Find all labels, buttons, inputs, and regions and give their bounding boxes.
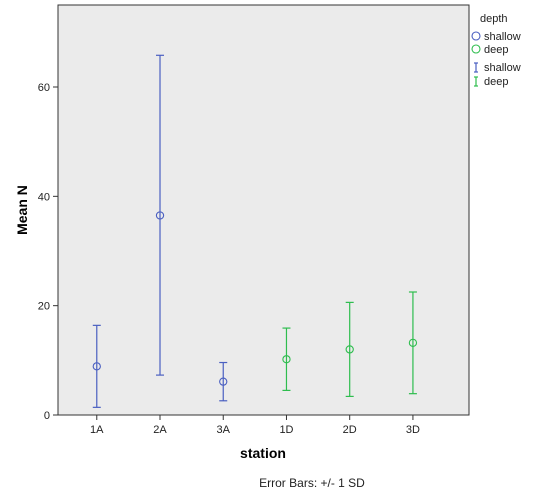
x-tick-label: 2D [343, 424, 357, 436]
x-tick-label: 1D [279, 424, 293, 436]
legend-marker-shallow [471, 31, 481, 41]
data-point-deep-3D [408, 291, 418, 395]
y-tick-label: 0 [44, 410, 50, 422]
legend-errorbar-label-deep: deep [484, 76, 508, 88]
legend-label-deep: deep [484, 44, 508, 56]
mean-marker [219, 377, 228, 386]
mean-marker [155, 211, 165, 220]
error-bars-note: Error Bars: +/- 1 SD [259, 476, 365, 490]
y-tick-label: 20 [38, 301, 50, 313]
legend-label-shallow: shallow [484, 31, 521, 43]
x-tick-label: 3A [217, 424, 231, 436]
y-axis-title: Mean N [14, 185, 30, 235]
mean-marker [282, 355, 291, 364]
x-tick-label: 1A [90, 424, 104, 436]
x-tick-label: 3D [406, 424, 420, 436]
data-point-deep-2D [345, 301, 354, 398]
legend-marker-deep [471, 44, 481, 54]
mean-marker [92, 362, 101, 371]
x-axis-title: station [240, 445, 286, 461]
data-point-shallow-3A [219, 361, 228, 402]
data-point-deep-1D [282, 327, 291, 391]
data-point-shallow-1A [92, 324, 101, 408]
y-tick-label: 60 [38, 82, 50, 94]
plot-area [57, 4, 470, 416]
y-tick-label: 40 [38, 191, 50, 203]
legend-errorbar-label-shallow: shallow [484, 62, 521, 74]
data-point-shallow-2A [155, 54, 165, 376]
x-tick-label: 2A [153, 424, 167, 436]
mean-marker [408, 338, 418, 347]
chart-marks [92, 54, 418, 408]
y-axis: 0 20 40 60 [38, 82, 58, 422]
mean-marker [345, 345, 354, 354]
legend-title: depth [480, 13, 508, 25]
x-axis: 1A 2A 3A 1D 2D 3D [90, 415, 420, 436]
